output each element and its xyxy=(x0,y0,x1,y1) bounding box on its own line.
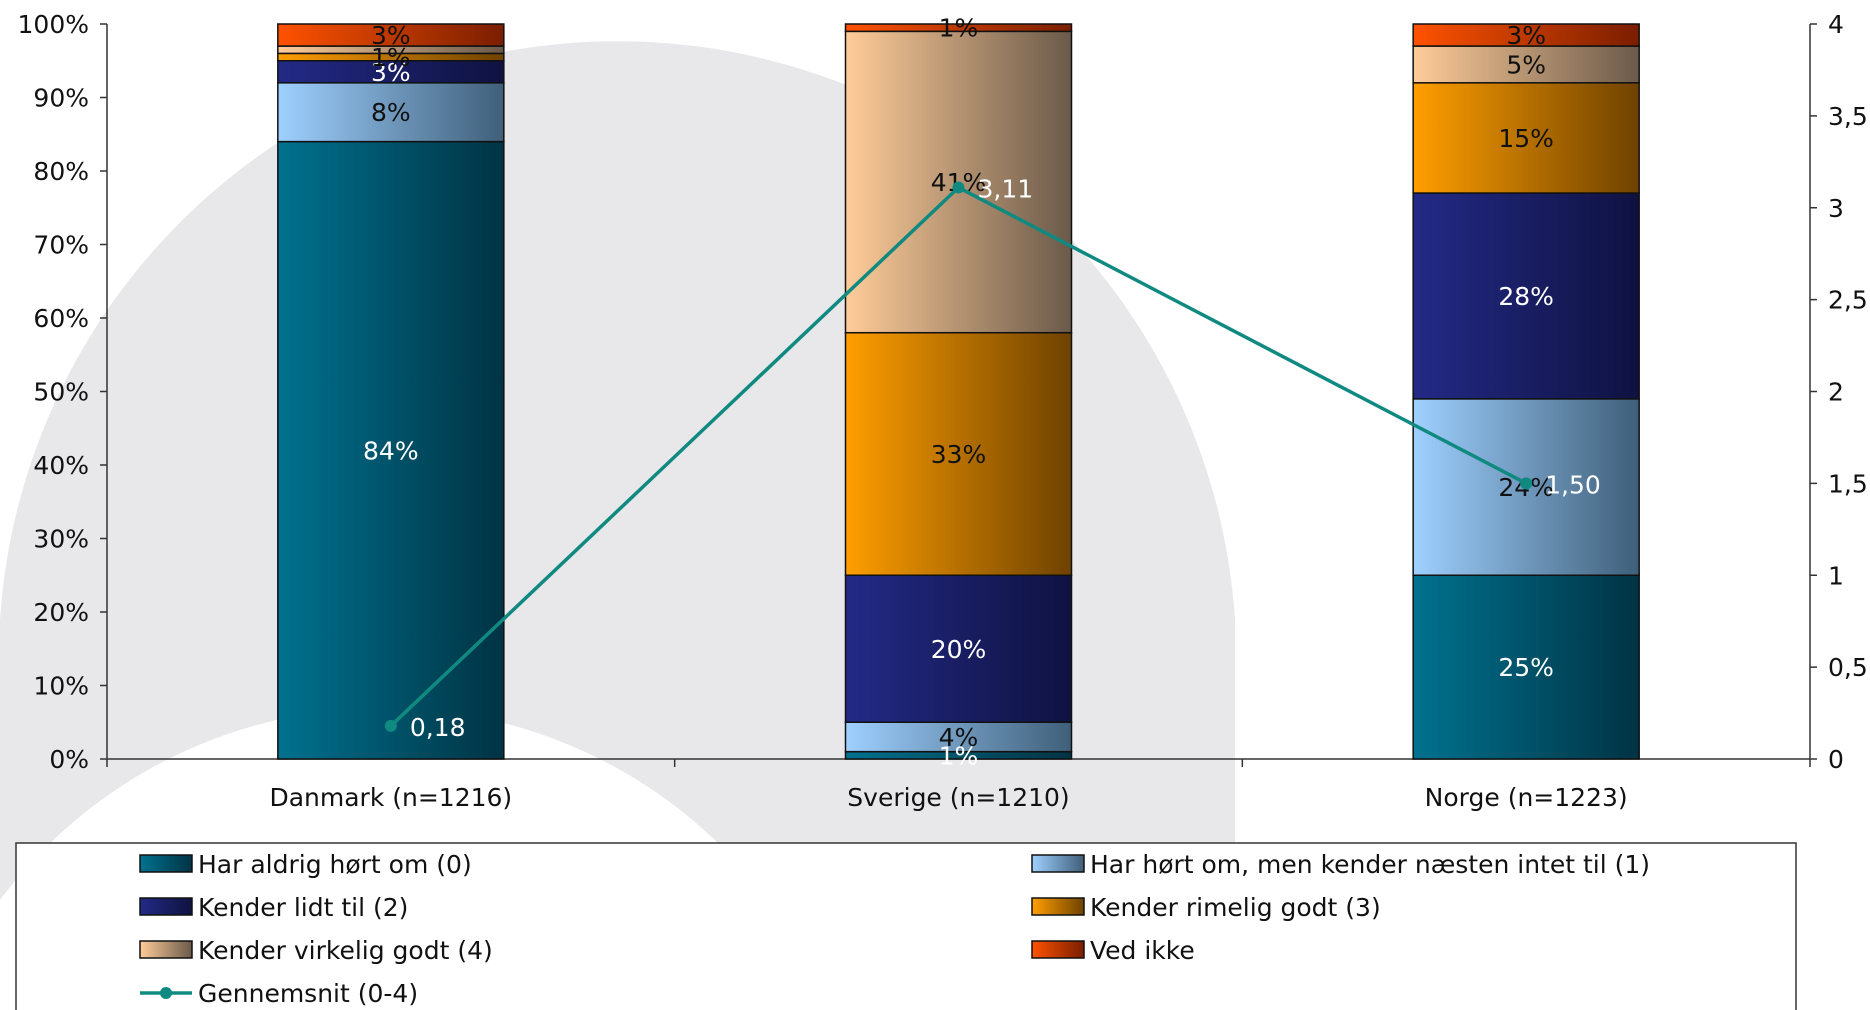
bar-segment-label: 3% xyxy=(371,58,411,87)
y-right-tick-label: 1 xyxy=(1828,561,1844,590)
y-right-tick-label: 1,5 xyxy=(1828,469,1868,498)
bar-segment-label: 28% xyxy=(1498,282,1554,311)
legend-line-marker xyxy=(160,987,172,999)
y-left-tick-label: 90% xyxy=(33,84,89,113)
bars: 84%8%3%1%3%1%4%20%33%41%1%25%24%28%15%5%… xyxy=(277,14,1640,770)
legend-label: Har hørt om, men kender næsten intet til… xyxy=(1090,850,1650,879)
average-point-label: 3,11 xyxy=(978,175,1034,204)
x-category-label: Sverige (n=1210) xyxy=(847,783,1069,812)
bar-segment xyxy=(844,331,1073,577)
legend-swatch xyxy=(1031,940,1085,959)
legend-swatch xyxy=(139,897,193,916)
bar-segment xyxy=(844,23,1073,33)
bar-segment xyxy=(1412,192,1640,400)
x-category-label: Norge (n=1223) xyxy=(1425,783,1628,812)
y-left-tick-label: 0% xyxy=(49,745,89,774)
y-right-tick-label: 0 xyxy=(1828,745,1844,774)
legend: Har aldrig hørt om (0) Har hørt om, men k… xyxy=(15,842,1797,1010)
bar-segment xyxy=(844,721,1073,753)
bar-segment-label: 33% xyxy=(931,440,987,469)
legend-swatch xyxy=(139,940,193,959)
legend-label: Kender rimelig godt (3) xyxy=(1090,893,1381,922)
legend-label: Gennemsnit (0-4) xyxy=(198,979,418,1008)
y-left-tick-label: 50% xyxy=(33,378,89,407)
y-left-tick-label: 30% xyxy=(33,525,89,554)
average-point xyxy=(952,181,965,194)
y-left-tick-label: 70% xyxy=(33,231,89,260)
x-category-label: Danmark (n=1216) xyxy=(269,783,512,812)
average-point-label: 1,50 xyxy=(1545,470,1601,499)
legend-label: Ved ikke xyxy=(1090,936,1195,965)
y-right-tick-label: 4 xyxy=(1828,10,1844,39)
bar-segment-label: 3% xyxy=(371,21,411,50)
bar-segment-label: 15% xyxy=(1498,124,1554,153)
y-right-tick-label: 2 xyxy=(1828,378,1844,407)
bar-segment-label: 25% xyxy=(1498,653,1554,682)
average-point xyxy=(384,719,397,732)
bar-segment-label: 5% xyxy=(1506,50,1546,79)
y-right-tick-label: 3,5 xyxy=(1828,102,1868,131)
legend-swatch xyxy=(1031,854,1085,873)
legend-label: Kender virkelig godt (4) xyxy=(198,936,493,965)
bar-segment xyxy=(1412,82,1640,194)
bar-segment-label: 1% xyxy=(939,741,979,770)
y-left-tick-label: 40% xyxy=(33,451,89,480)
bar-segment xyxy=(277,23,505,47)
bar-segment xyxy=(277,82,505,143)
legend-box xyxy=(15,842,1797,1010)
bar-segment-label: 8% xyxy=(371,98,411,127)
y-right-tick-label: 2,5 xyxy=(1828,286,1868,315)
legend-label: Har aldrig hørt om (0) xyxy=(198,850,472,879)
average-line: 0,18 3,11 1,50 xyxy=(384,175,1601,742)
bar-segment-label: 3% xyxy=(1506,21,1546,50)
bar-segment-label: 84% xyxy=(363,436,419,465)
average-point xyxy=(1520,477,1533,490)
bar-segment-label: 1% xyxy=(371,43,411,72)
y-left-tick-label: 10% xyxy=(33,672,89,701)
legend-label: Kender lidt til (2) xyxy=(198,893,408,922)
axes: 0% 10% 20% 30% 40% 50% 60% 70% 80% 90% 100% 0 0,5 1 1,… xyxy=(18,10,1868,812)
y-left-tick-label: 100% xyxy=(18,10,89,39)
bar-segment xyxy=(844,574,1073,723)
bar-segment-label: 20% xyxy=(931,635,987,664)
bar-segment-label: 4% xyxy=(939,723,979,752)
average-point-label: 0,18 xyxy=(410,713,466,742)
bar-segment xyxy=(1412,45,1640,84)
legend-swatch xyxy=(1031,897,1085,916)
bar-segment xyxy=(1412,574,1640,760)
y-left-tick-label: 80% xyxy=(33,157,89,186)
y-right-tick-label: 0,5 xyxy=(1828,653,1868,682)
bar-segment xyxy=(1412,23,1640,47)
y-left-tick-label: 20% xyxy=(33,598,89,627)
legend-swatch xyxy=(139,854,193,873)
bar-segment-label: 1% xyxy=(939,14,979,43)
y-left-tick-label: 60% xyxy=(33,304,89,333)
y-right-tick-label: 3 xyxy=(1828,194,1844,223)
